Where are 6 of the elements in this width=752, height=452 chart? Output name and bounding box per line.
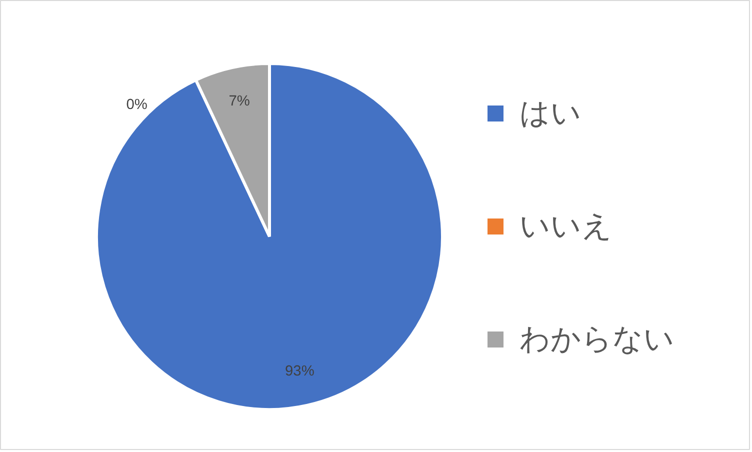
text: 0% [126,96,148,113]
legend-label: わからない [520,322,674,357]
data-label: 7% [228,93,250,110]
data-label: 93% [285,364,314,380]
legend-label: いいえ [520,209,612,244]
legend-label: はい [520,96,582,131]
